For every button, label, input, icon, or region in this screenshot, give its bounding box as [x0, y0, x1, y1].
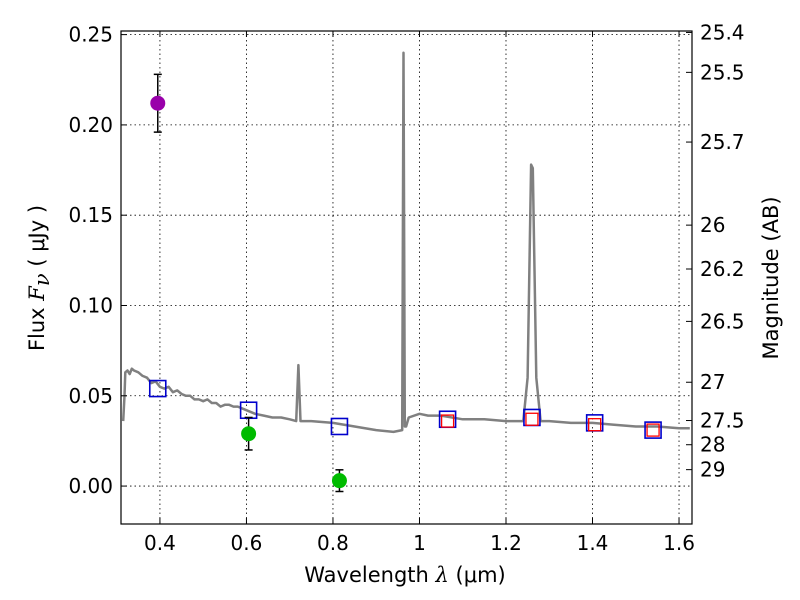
- y-tick-label: 0.05: [68, 384, 113, 408]
- photometry-point: [150, 95, 166, 111]
- y-tick-label: 0.10: [68, 293, 113, 317]
- grid: [121, 31, 692, 524]
- y2-tick-label: 26.5: [700, 309, 745, 333]
- x-tick-label: 0.6: [231, 531, 263, 555]
- plot-area: [121, 51, 690, 493]
- y2-tick-label: 28: [700, 433, 725, 457]
- x-tick-label: 0.4: [144, 531, 176, 555]
- y2-tick-label: 26.2: [700, 257, 745, 281]
- y-tick-label: 0.20: [68, 113, 113, 137]
- observed-photometry-square: [440, 414, 455, 428]
- x-tick-label: 1.4: [577, 531, 609, 555]
- photometry-point: [241, 426, 257, 442]
- x-tick-label: 1: [413, 531, 426, 555]
- y-tick-label: 0.25: [68, 23, 113, 47]
- spectrum-line: [121, 51, 690, 434]
- x-axis-label: Wavelength λ (μm): [304, 563, 505, 587]
- y2-tick-label: 26: [700, 213, 725, 237]
- plot-frame: [120, 30, 693, 525]
- axis-ticks: 0.4 0.6 0.8 1 1.2 1.4 1.6 0.00 0.05 0.10 0.15 0.20 0…: [68, 20, 744, 555]
- observed-photometry-square: [588, 418, 602, 432]
- model-photometry-square: [148, 379, 167, 398]
- y-tick-label: 0.15: [68, 203, 113, 227]
- y2-tick-label: 29: [700, 458, 725, 482]
- y-axis-label: Flux Fν ( μJy ): [25, 205, 54, 351]
- photometry-point: [331, 473, 347, 489]
- x-tick-label: 0.8: [317, 531, 349, 555]
- y2-tick-label: 25.4: [700, 20, 745, 44]
- y-tick-label: 0.00: [68, 474, 113, 498]
- y2-tick-label: 25.5: [700, 60, 745, 84]
- x-tick-label: 1.2: [490, 531, 522, 555]
- observed-photometry-square: [525, 412, 539, 426]
- y2-tick-label: 25.7: [700, 130, 745, 154]
- y2-axis-label: Magnitude (AB): [759, 196, 783, 359]
- model-photometry-square: [330, 417, 349, 436]
- y2-tick-label: 27.5: [700, 409, 745, 433]
- x-tick-label: 1.6: [663, 531, 695, 555]
- model-photometry-square: [644, 421, 662, 439]
- observed-photometry-square: [646, 423, 660, 437]
- y2-tick-label: 27: [700, 370, 725, 394]
